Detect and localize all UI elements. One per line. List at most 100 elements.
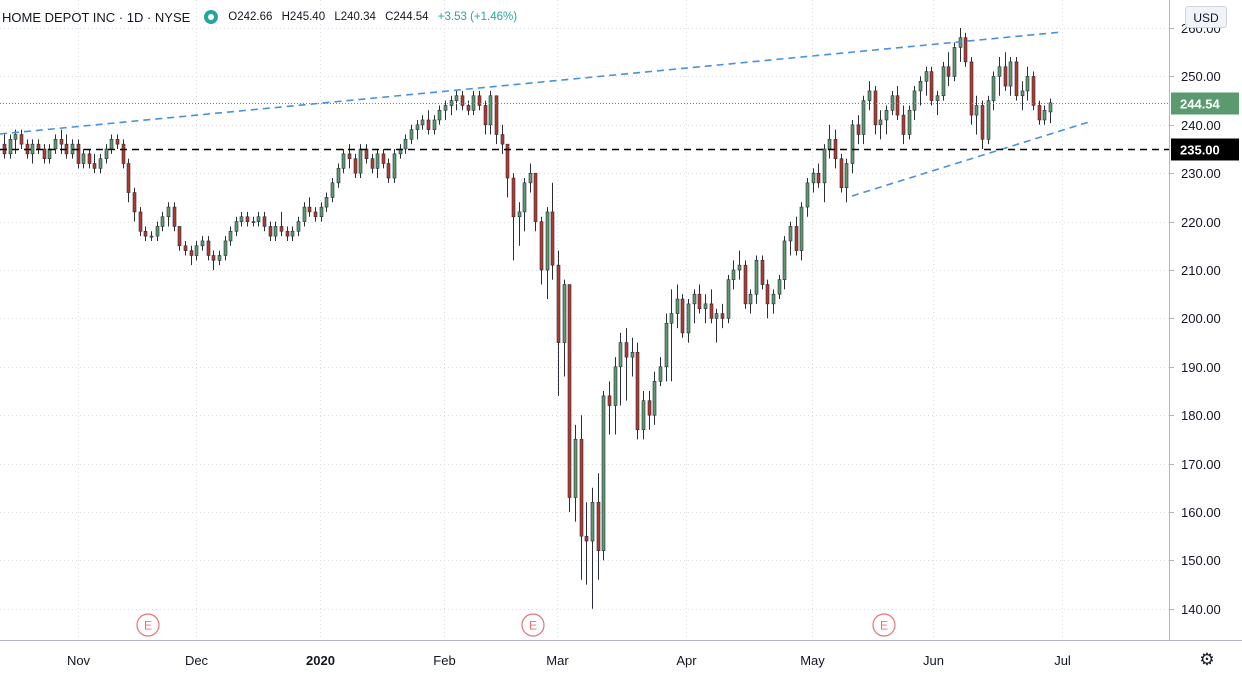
candle bbox=[2, 134, 7, 159]
candle-body bbox=[353, 158, 358, 174]
candle bbox=[505, 143, 510, 198]
y-tick-label: 210.00 bbox=[1181, 263, 1221, 278]
earnings-marker[interactable]: E bbox=[521, 613, 545, 637]
candle bbox=[709, 289, 714, 324]
candle-body bbox=[160, 216, 165, 227]
candle-body bbox=[302, 206, 307, 222]
candle-body bbox=[647, 400, 652, 416]
candle-body bbox=[1031, 76, 1036, 106]
candle-body bbox=[567, 284, 572, 498]
candle bbox=[217, 250, 222, 266]
candle bbox=[946, 52, 951, 87]
candle bbox=[675, 284, 680, 329]
candle-body bbox=[669, 313, 674, 324]
candle bbox=[703, 294, 708, 324]
market-status-icon[interactable] bbox=[204, 10, 219, 24]
candle bbox=[324, 192, 329, 212]
candle-body bbox=[974, 105, 979, 116]
candle-body bbox=[460, 95, 465, 106]
candle bbox=[618, 332, 623, 406]
candle-body bbox=[856, 124, 861, 135]
candle bbox=[375, 149, 380, 179]
candle bbox=[336, 163, 341, 188]
candle-body bbox=[760, 260, 765, 285]
candle-body bbox=[805, 182, 810, 208]
upper-trendline[interactable] bbox=[0, 31, 1063, 135]
candle bbox=[115, 134, 120, 149]
candle bbox=[579, 415, 584, 580]
earnings-marker[interactable]: E bbox=[136, 613, 160, 637]
currency-button[interactable]: USD bbox=[1185, 6, 1227, 28]
candle-body bbox=[946, 66, 951, 77]
candle-body bbox=[765, 284, 770, 305]
candle-body bbox=[867, 90, 872, 101]
candle bbox=[861, 95, 866, 145]
candle bbox=[912, 86, 917, 120]
candle bbox=[262, 211, 267, 232]
lower-trendline[interactable] bbox=[851, 120, 1093, 197]
ohlc-values: O242.66 H245.40 L240.34 C244.54 +3.53 (+… bbox=[228, 11, 523, 23]
candle bbox=[607, 381, 612, 435]
candle-body bbox=[997, 66, 1002, 77]
candle-body bbox=[443, 105, 448, 111]
candle bbox=[415, 119, 420, 140]
candle-body bbox=[177, 226, 182, 247]
gear-icon[interactable]: ⚙ bbox=[1199, 650, 1215, 669]
candle-body bbox=[341, 153, 346, 169]
candle bbox=[635, 342, 640, 440]
y-tick-label: 180.00 bbox=[1181, 408, 1221, 423]
candle bbox=[1037, 100, 1042, 125]
candle-body bbox=[251, 221, 256, 223]
candle bbox=[279, 211, 284, 237]
candle-body bbox=[1025, 76, 1030, 92]
candle bbox=[432, 115, 437, 135]
candle bbox=[149, 231, 154, 241]
candle bbox=[296, 216, 301, 237]
candle-body bbox=[403, 139, 408, 150]
legend-header: HOME DEPOT INC · 1D · NYSE O242.66 H245.… bbox=[0, 6, 523, 28]
candle-body bbox=[432, 119, 437, 130]
candle bbox=[166, 202, 171, 227]
candle bbox=[669, 289, 674, 382]
candle-body bbox=[330, 182, 335, 198]
candle bbox=[805, 178, 810, 217]
candle bbox=[731, 260, 736, 290]
candle bbox=[630, 337, 635, 377]
candle bbox=[256, 211, 261, 227]
candle bbox=[562, 279, 567, 377]
candle-body bbox=[109, 139, 114, 150]
candle-body bbox=[409, 129, 414, 140]
candle-body bbox=[454, 95, 459, 101]
drawings bbox=[0, 31, 1169, 197]
candle-body bbox=[613, 366, 618, 406]
price-axis[interactable]: 140.00 150.00 160.00 170.00 180.00 190.00 200.… bbox=[1169, 21, 1221, 617]
candle bbox=[211, 250, 216, 270]
earnings-marker-label: E bbox=[880, 619, 888, 633]
candle bbox=[969, 57, 974, 125]
candle bbox=[1003, 52, 1008, 91]
symbol-title[interactable]: HOME DEPOT INC · 1D · NYSE bbox=[2, 9, 191, 25]
candle bbox=[511, 173, 516, 261]
candle-body bbox=[652, 381, 657, 416]
candle-body bbox=[500, 134, 505, 145]
time-axis[interactable]: Nov Dec 2020 Feb Mar Apr May Jun Jul bbox=[67, 653, 1071, 668]
candle-body bbox=[358, 148, 363, 174]
candle bbox=[36, 139, 41, 154]
candle-body bbox=[624, 342, 629, 358]
x-tick-label: Feb bbox=[433, 653, 455, 668]
candle-body bbox=[731, 269, 736, 280]
candle bbox=[748, 289, 753, 314]
candle-body bbox=[477, 95, 482, 106]
candle bbox=[53, 134, 58, 154]
candle-body bbox=[980, 105, 985, 140]
candle bbox=[353, 153, 358, 179]
candle-body bbox=[30, 143, 35, 155]
candle bbox=[234, 216, 239, 237]
candle-body bbox=[664, 322, 669, 368]
candle-body bbox=[533, 172, 538, 222]
candle-body bbox=[381, 153, 386, 164]
earnings-marker[interactable]: E bbox=[872, 613, 896, 637]
candle bbox=[664, 313, 669, 382]
